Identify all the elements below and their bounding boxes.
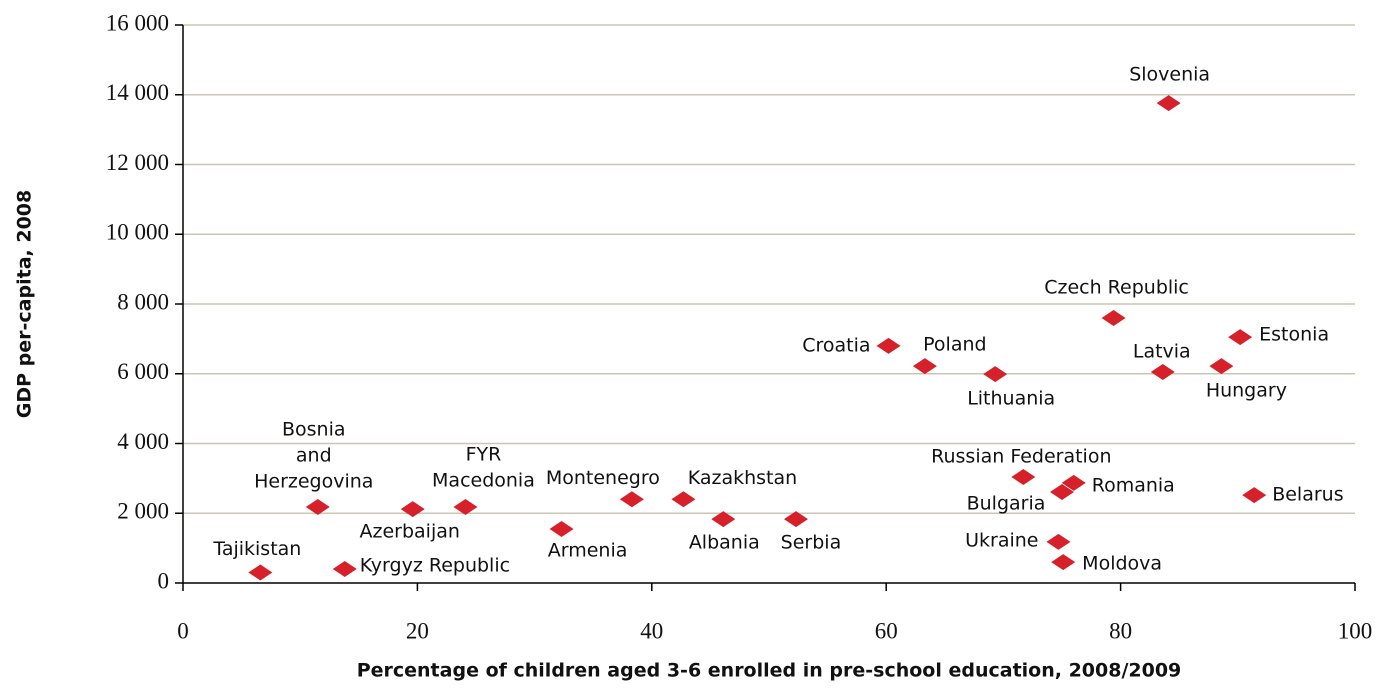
point — [1150, 364, 1175, 381]
point-label: Ukraine — [965, 529, 1038, 551]
point-label: Albania — [689, 532, 760, 554]
y-tick-label: 6 000 — [117, 359, 169, 384]
point — [983, 366, 1008, 383]
x-tick-label: 0 — [177, 618, 189, 643]
y-tick-label: 16 000 — [106, 10, 169, 35]
point — [1050, 483, 1074, 500]
y-tick-label: 10 000 — [106, 220, 169, 245]
point-label: Estonia — [1259, 324, 1329, 346]
point-label: Romania — [1092, 474, 1175, 496]
point — [305, 498, 330, 515]
y-tick-label: 2 000 — [117, 499, 169, 524]
point-label: Belarus — [1272, 484, 1343, 506]
point-label: Kazakhstan — [688, 467, 797, 489]
point — [453, 498, 478, 515]
point — [1046, 533, 1071, 550]
point-label: Armenia — [548, 539, 628, 561]
point — [332, 561, 357, 578]
point — [1242, 487, 1267, 504]
point-label: Croatia — [802, 334, 870, 356]
point-label: Moldova — [1082, 553, 1162, 575]
point — [1156, 95, 1181, 112]
point — [671, 491, 696, 508]
x-tick-label: 100 — [1338, 618, 1373, 643]
point — [1011, 468, 1036, 485]
point — [876, 337, 901, 354]
point-label: FYR — [466, 443, 502, 465]
point — [783, 511, 808, 528]
point-label: Tajikistan — [212, 538, 301, 560]
point — [1051, 554, 1076, 571]
y-tick-label: 0 — [158, 568, 170, 593]
point — [912, 358, 937, 375]
point-label: Latvia — [1133, 341, 1191, 363]
point — [549, 520, 574, 537]
point-label: Herzegovina — [254, 470, 373, 492]
point — [400, 501, 425, 518]
point — [1061, 474, 1086, 491]
point — [1228, 329, 1253, 346]
x-tick-label: 20 — [406, 618, 429, 643]
point-label: Poland — [923, 334, 986, 356]
point-label: Bosnia — [282, 418, 346, 440]
point — [711, 511, 736, 528]
x-tick-label: 60 — [875, 618, 898, 643]
point-label: Bulgaria — [967, 492, 1046, 514]
x-tick-label: 80 — [1109, 618, 1132, 643]
point-label: Russian Federation — [931, 445, 1111, 467]
point — [1101, 309, 1126, 326]
point-label: Serbia — [781, 532, 842, 554]
point-label: Slovenia — [1129, 64, 1210, 86]
y-tick-label: 4 000 — [117, 429, 169, 454]
point — [248, 564, 273, 581]
y-tick-label: 8 000 — [117, 289, 169, 314]
point-label: Hungary — [1206, 380, 1287, 402]
point-label: Lithuania — [967, 388, 1055, 410]
y-tick-label: 12 000 — [106, 150, 169, 175]
x-tick-label: 40 — [640, 618, 663, 643]
point-label: and — [296, 444, 332, 466]
point — [619, 491, 644, 508]
point — [1209, 358, 1234, 375]
point-label: Macedonia — [432, 469, 535, 491]
point-label: Azerbaijan — [360, 521, 460, 543]
point-label: Montenegro — [546, 467, 660, 489]
x-axis-title: Percentage of children aged 3-6 enrolled… — [357, 660, 1182, 682]
y-axis-title: GDP per-capita, 2008 — [14, 190, 36, 418]
point-label: Czech Republic — [1044, 276, 1189, 298]
point-label: Kyrgyz Republic — [360, 555, 510, 577]
y-tick-label: 14 000 — [106, 80, 169, 105]
